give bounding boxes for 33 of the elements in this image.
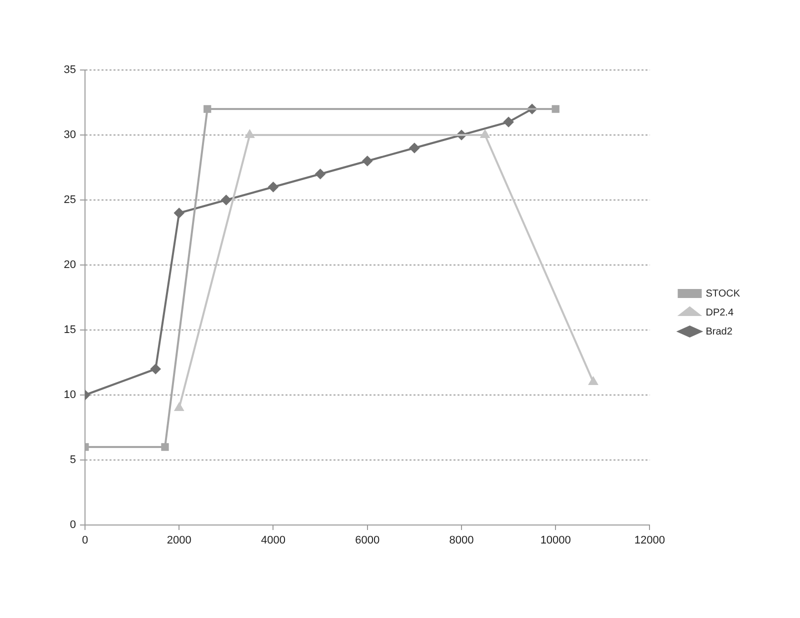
y-tick-label: 25 (64, 194, 76, 206)
x-tick-label: 10000 (540, 534, 571, 547)
point (174, 208, 184, 218)
legend-label: DP2.4 (706, 307, 734, 318)
point (204, 105, 212, 113)
y-tick-label: 35 (64, 64, 76, 76)
point (245, 130, 254, 138)
legend-label: Brad2 (706, 326, 733, 338)
point (315, 169, 326, 179)
y-tick-label: 15 (64, 324, 76, 336)
point (221, 195, 232, 205)
y-tick-label: 5 (70, 454, 76, 466)
point (409, 143, 420, 153)
point (174, 403, 184, 411)
legend-label: STOCK (706, 288, 740, 300)
y-tick-label: 10 (64, 389, 76, 402)
x-tick-label: 2000 (166, 534, 192, 547)
point (161, 443, 169, 451)
point (362, 156, 372, 166)
x-tick-label: 4000 (261, 534, 286, 547)
point (504, 117, 514, 127)
y-tick-label: 20 (64, 259, 76, 272)
x-tick-label: 6000 (355, 534, 380, 547)
point (480, 130, 490, 138)
x-tick-label: 8000 (449, 534, 474, 547)
x-tick-label: 0 (82, 534, 88, 547)
point (552, 105, 560, 113)
point (588, 377, 598, 385)
x-tick-label: 12000 (634, 534, 666, 547)
point (150, 364, 161, 374)
y-tick-label: 0 (70, 519, 76, 532)
point (268, 182, 278, 192)
y-tick-label: 30 (64, 129, 76, 142)
